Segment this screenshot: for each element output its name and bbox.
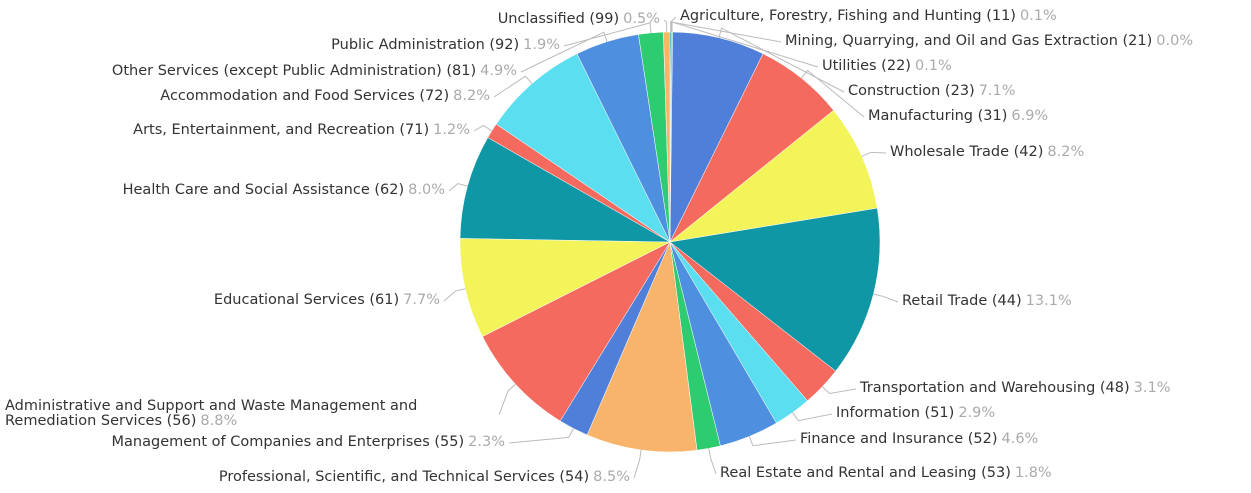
- category-name: Educational Services (61): [213, 292, 400, 308]
- percent-label: 1.8%: [1014, 465, 1052, 481]
- percent-label: 7.1%: [978, 83, 1016, 99]
- pie-slice: [459, 238, 671, 337]
- category-name: Finance and Insurance (52): [800, 431, 998, 447]
- slice-label: Utilities (22) 0.1%: [822, 59, 952, 74]
- slice-label: Public Administration (92) 1.9%: [331, 38, 560, 53]
- slice-label: Mining, Quarrying, and Oil and Gas Extra…: [785, 34, 1193, 49]
- slice-label: Professional, Scientific, and Technical …: [219, 470, 630, 485]
- pie-slice: [669, 109, 878, 243]
- category-name: Real Estate and Rental and Leasing (53): [720, 465, 1011, 481]
- leader-line: [821, 386, 857, 395]
- category-name: Mining, Quarrying, and Oil and Gas Extra…: [785, 33, 1153, 49]
- slice-label: Other Services (except Public Administra…: [112, 64, 517, 79]
- leader-line: [748, 436, 797, 447]
- slice-label: Finance and Insurance (52) 4.6%: [800, 432, 1038, 447]
- slice-label: Administrative and Support and Waste Man…: [5, 399, 495, 429]
- leader-line: [498, 383, 516, 416]
- percent-label: 1.2%: [433, 122, 470, 138]
- percent-label: 13.1%: [1025, 293, 1072, 309]
- category-name: Accommodation and Food Services (72): [160, 88, 450, 104]
- percent-label: 8.2%: [1047, 144, 1085, 160]
- leader-line: [633, 449, 642, 479]
- slice-label: Information (51) 2.9%: [836, 406, 995, 421]
- slice-label: Agriculture, Forestry, Fishing and Hunti…: [680, 9, 1057, 24]
- percent-label: 2.9%: [958, 405, 996, 421]
- category-name: Unclassified (99): [497, 11, 620, 27]
- leader-line: [801, 69, 865, 118]
- percent-label: 8.5%: [593, 469, 630, 485]
- category-name: Manufacturing (31): [868, 108, 1008, 124]
- leader-line: [670, 21, 782, 43]
- percent-label: 0.1%: [1019, 8, 1057, 24]
- category-name: Retail Trade (44): [902, 293, 1022, 309]
- pie-slice: [482, 241, 671, 422]
- leader-line: [663, 19, 668, 33]
- pie-slice: [495, 53, 671, 243]
- slice-label: Retail Trade (44) 13.1%: [902, 294, 1072, 309]
- percent-label: 4.6%: [1001, 431, 1039, 447]
- category-name: Other Services (except Public Administra…: [111, 63, 477, 79]
- category-name: Agriculture, Forestry, Fishing and Hunti…: [680, 8, 1016, 24]
- category-name: Utilities (22): [822, 58, 911, 74]
- category-name: Health Care and Social Assistance (62): [122, 182, 405, 198]
- percent-label: 8.0%: [408, 182, 445, 198]
- slice-label: Unclassified (99) 0.5%: [498, 12, 660, 27]
- percent-label: 4.9%: [480, 63, 517, 79]
- percent-label: 7.7%: [403, 292, 440, 308]
- slice-label: Manufacturing (31) 6.9%: [868, 109, 1048, 124]
- leader-line: [493, 75, 533, 98]
- leader-line: [520, 31, 608, 73]
- pie-slice: [459, 137, 671, 243]
- percent-label: 0.0%: [1156, 33, 1194, 49]
- leader-line: [861, 151, 887, 157]
- slice-label: Management of Companies and Enterprises …: [112, 435, 505, 450]
- leader-line: [792, 412, 833, 422]
- category-name: Transportation and Warehousing (48): [860, 380, 1130, 396]
- percent-label: 8.2%: [453, 88, 490, 104]
- percent-label: 0.5%: [623, 11, 660, 27]
- slice-label: Real Estate and Rental and Leasing (53) 1…: [720, 466, 1052, 481]
- slice-label: Health Care and Social Assistance (62) 8.…: [123, 183, 445, 198]
- percent-label: 8.8%: [200, 413, 238, 429]
- leader-line: [670, 16, 677, 33]
- category-name: Arts, Entertainment, and Recreation (71): [133, 122, 430, 138]
- leader-line: [508, 428, 574, 444]
- leader-line: [563, 22, 652, 47]
- leader-line: [448, 183, 468, 192]
- slice-label: Arts, Entertainment, and Recreation (71)…: [133, 123, 470, 138]
- leader-line: [473, 124, 493, 132]
- category-name: Public Administration (92): [331, 37, 520, 53]
- leader-line: [443, 288, 466, 302]
- pie-slice: [586, 241, 698, 453]
- slice-label: Accommodation and Food Services (72) 8.2%: [160, 89, 490, 104]
- percent-label: 0.1%: [914, 58, 952, 74]
- category-name: Information (51): [836, 405, 955, 421]
- leader-line: [671, 21, 819, 68]
- slice-label: Wholesale Trade (42) 8.2%: [890, 145, 1084, 160]
- category-name: Management of Companies and Enterprises …: [111, 434, 465, 450]
- percent-label: 3.1%: [1133, 380, 1171, 396]
- slice-label: Construction (23) 7.1%: [848, 84, 1016, 99]
- percent-label: 1.9%: [523, 37, 560, 53]
- leader-line: [718, 27, 845, 93]
- percent-label: 2.3%: [468, 434, 505, 450]
- category-name: Professional, Scientific, and Technical …: [218, 469, 590, 485]
- percent-label: 6.9%: [1011, 108, 1049, 124]
- category-name: Administrative and Support and Waste Man…: [5, 398, 418, 429]
- category-name: Wholesale Trade (42): [890, 144, 1044, 160]
- slice-label: Transportation and Warehousing (48) 3.1%: [860, 381, 1171, 396]
- leader-line: [873, 293, 899, 303]
- slice-label: Educational Services (61) 7.7%: [214, 293, 440, 308]
- category-name: Construction (23): [848, 83, 975, 99]
- pie-slice: [669, 207, 881, 372]
- leader-line: [708, 448, 717, 475]
